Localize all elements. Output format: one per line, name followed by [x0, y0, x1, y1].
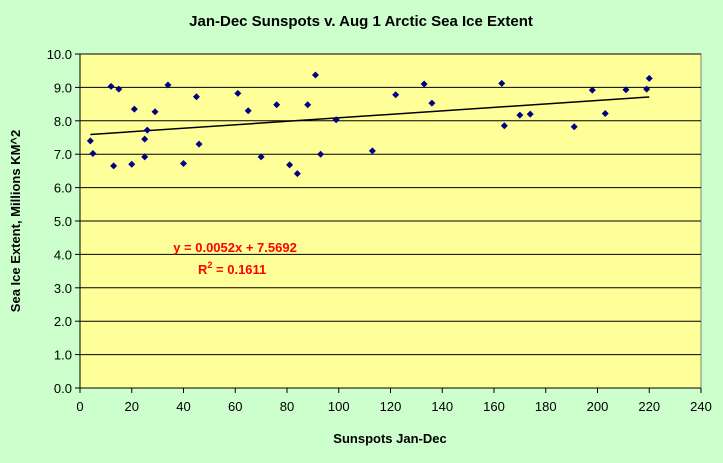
- data-point: [107, 82, 115, 90]
- data-point: [304, 101, 312, 109]
- y-tick-label: 8.0: [54, 114, 72, 129]
- y-tick-label: 10.0: [47, 47, 72, 62]
- r-squared-value: = 0.1611: [212, 262, 266, 277]
- data-point: [601, 109, 609, 117]
- x-tick-label: 0: [76, 399, 83, 414]
- data-point: [141, 153, 149, 161]
- y-tick-label: 2.0: [54, 314, 72, 329]
- data-point: [622, 86, 630, 94]
- data-point: [128, 160, 136, 168]
- x-tick-label: 120: [380, 399, 402, 414]
- x-tick-label: 240: [690, 399, 712, 414]
- x-tick-labels: 0 20 40 60 80 100 120 140 160 180 200 220 240: [76, 388, 712, 414]
- data-point: [234, 89, 242, 97]
- x-tick-label: 160: [483, 399, 505, 414]
- x-tick-label: 200: [587, 399, 609, 414]
- x-tick-label: 220: [638, 399, 660, 414]
- data-point: [420, 80, 428, 88]
- data-point: [257, 153, 265, 161]
- y-tick-label: 3.0: [54, 281, 72, 296]
- data-point: [180, 160, 187, 168]
- x-tick-label: 60: [228, 399, 242, 414]
- x-tick-label: 80: [280, 399, 294, 414]
- y-tick-labels: 0.0 1.0 2.0 3.0 4.0 5.0 6.0 7.0 8.0 9.0 10.0: [47, 47, 80, 396]
- y-tick-label: 9.0: [54, 80, 72, 95]
- x-tick-label: 20: [125, 399, 139, 414]
- data-point: [368, 147, 376, 155]
- data-point: [570, 123, 578, 131]
- data-point: [293, 170, 301, 178]
- y-tick-label: 0.0: [54, 381, 72, 396]
- data-point: [588, 86, 596, 94]
- data-point: [110, 162, 118, 170]
- data-point: [192, 93, 200, 101]
- data-point: [143, 126, 151, 134]
- data-point: [500, 122, 508, 130]
- data-point: [286, 161, 294, 169]
- r-squared-symbol: R: [198, 262, 208, 277]
- data-point: [332, 116, 340, 124]
- data-point: [526, 110, 534, 118]
- y-tick-label: 5.0: [54, 214, 72, 229]
- y-axis-label: Sea Ice Extent, Millions KM^2: [8, 130, 23, 312]
- data-point: [645, 74, 653, 82]
- y-tick-label: 4.0: [54, 247, 72, 262]
- data-point: [317, 150, 325, 158]
- data-point: [428, 99, 436, 107]
- data-point: [273, 101, 281, 109]
- x-tick-label: 140: [431, 399, 453, 414]
- data-point: [195, 140, 203, 148]
- x-tick-label: 180: [535, 399, 557, 414]
- data-point: [392, 91, 400, 99]
- x-tick-label: 100: [328, 399, 350, 414]
- data-point: [643, 85, 651, 93]
- data-point: [164, 81, 172, 89]
- data-point: [498, 79, 506, 87]
- data-point: [141, 135, 149, 143]
- data-point: [151, 108, 159, 116]
- y-tick-label: 1.0: [54, 348, 72, 363]
- trendline: [90, 96, 650, 136]
- x-axis-label: Sunspots Jan-Dec: [333, 431, 446, 446]
- data-point: [115, 85, 123, 93]
- data-point: [244, 107, 252, 115]
- gridlines: [80, 53, 701, 356]
- x-tick-label: 40: [176, 399, 190, 414]
- data-point: [89, 150, 97, 158]
- trendline-equation: y = 0.0052x + 7.5692: [173, 240, 297, 255]
- data-point: [516, 111, 524, 119]
- y-tick-label: 7.0: [54, 147, 72, 162]
- data-points: [86, 71, 653, 178]
- data-point: [130, 105, 138, 113]
- data-point: [86, 137, 94, 145]
- data-point: [311, 71, 319, 79]
- r-squared-superscript: 2: [207, 260, 212, 270]
- r-squared-label: R2 = 0.1611: [198, 260, 266, 277]
- chart-title: Jan-Dec Sunspots v. Aug 1 Arctic Sea Ice…: [189, 13, 533, 30]
- y-tick-label: 6.0: [54, 181, 72, 196]
